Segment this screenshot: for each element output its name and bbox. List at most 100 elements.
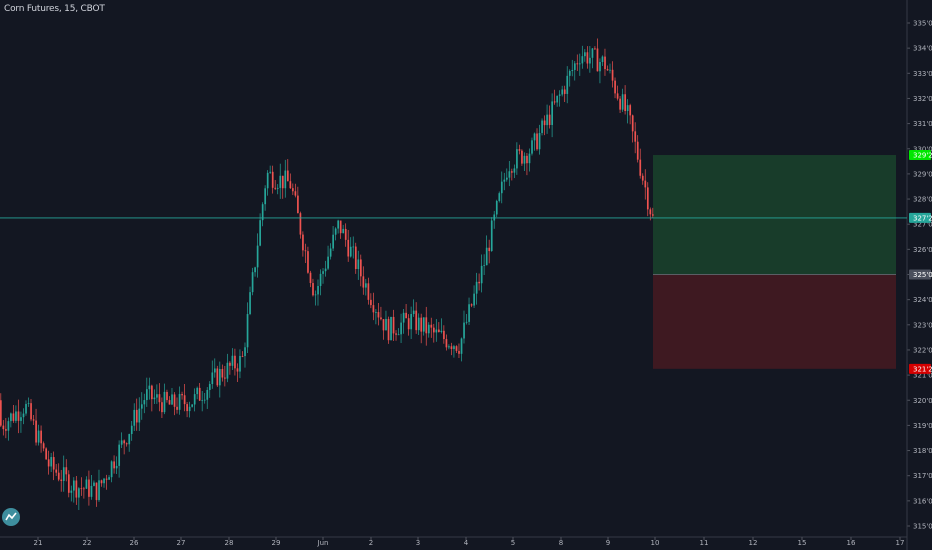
tradingview-logo-icon[interactable] xyxy=(2,508,20,526)
candle-body xyxy=(274,187,277,189)
candle-body xyxy=(480,265,483,284)
x-tick-label: 17 xyxy=(896,539,905,547)
target-price-tag-bg xyxy=(909,150,931,161)
entry-price-tag: 325'0 xyxy=(913,271,932,279)
candle-body xyxy=(140,404,143,409)
candle-body xyxy=(591,48,594,58)
candle-body xyxy=(269,171,272,173)
candle-body xyxy=(599,62,601,72)
candle-body xyxy=(445,339,448,348)
candle-body xyxy=(178,394,181,410)
candle-body xyxy=(478,281,481,284)
candle-body xyxy=(95,482,98,501)
y-tick-label: 334'0 xyxy=(913,45,932,53)
candle-body xyxy=(130,425,133,435)
candle-body xyxy=(166,391,168,401)
x-tick-label: 27 xyxy=(177,539,186,547)
candle-body xyxy=(385,318,387,331)
candle-body xyxy=(161,402,163,413)
candle-body xyxy=(420,317,423,332)
candle-body xyxy=(576,63,579,65)
candle-body xyxy=(571,69,574,71)
candle-body xyxy=(57,472,60,480)
candle-body xyxy=(319,273,322,287)
current-price-tag-bg xyxy=(909,212,931,223)
candle-body xyxy=(460,338,463,354)
candle-body xyxy=(213,368,216,373)
candle-body xyxy=(493,214,496,221)
candle-body xyxy=(523,155,526,164)
candle-body xyxy=(463,322,465,339)
y-tick-label: 316'0 xyxy=(913,497,932,505)
y-tick-label: 333'0 xyxy=(913,70,932,78)
candle-body xyxy=(392,316,395,334)
candle-body xyxy=(40,430,42,444)
candle-body xyxy=(193,394,196,405)
y-tick-label: 315'0 xyxy=(913,523,932,531)
candle-body xyxy=(448,346,450,348)
candle-body xyxy=(614,80,616,94)
candle-body xyxy=(309,272,312,284)
candle-body xyxy=(538,132,541,150)
candle-body xyxy=(604,56,606,70)
candle-body xyxy=(362,276,365,288)
candle-body xyxy=(5,429,7,431)
candle-body xyxy=(45,448,48,460)
candle-body xyxy=(616,93,619,99)
candle-body xyxy=(357,259,360,270)
candle-body xyxy=(611,69,614,81)
candle-body xyxy=(113,461,115,469)
candle-body xyxy=(138,408,141,423)
candle-body xyxy=(601,56,604,63)
candle-body xyxy=(20,417,22,421)
candle-body xyxy=(88,479,90,497)
candle-body xyxy=(531,140,533,154)
candle-body xyxy=(390,316,392,341)
candle-body xyxy=(148,385,151,390)
candle-body xyxy=(526,155,528,164)
y-tick-label: 318'0 xyxy=(913,447,932,455)
candle-body xyxy=(415,310,418,331)
candle-body xyxy=(652,214,654,216)
candle-body xyxy=(435,329,438,333)
candle-body xyxy=(410,313,413,330)
candle-body xyxy=(352,246,355,248)
candle-body xyxy=(284,170,287,189)
candle-body xyxy=(332,234,334,249)
candle-body xyxy=(641,175,644,181)
candle-body xyxy=(27,403,30,404)
candle-body xyxy=(62,467,65,481)
candle-body xyxy=(307,251,309,273)
candle-body xyxy=(281,175,284,189)
candle-body xyxy=(342,228,345,234)
y-tick-label: 332'0 xyxy=(913,95,932,103)
x-tick-label: 10 xyxy=(651,539,660,547)
entry-price-tag-bg xyxy=(909,269,931,280)
candle-body xyxy=(201,400,204,401)
current-price-tag: 327'2 xyxy=(913,214,932,222)
candle-body xyxy=(10,413,12,422)
candle-body xyxy=(553,101,556,103)
candle-body xyxy=(339,220,342,234)
x-tick-label: 5 xyxy=(511,539,515,547)
candle-body xyxy=(198,387,201,401)
candle-body xyxy=(42,443,45,449)
y-tick-label: 321'0 xyxy=(913,372,932,380)
candle-body xyxy=(513,168,516,173)
candle-body xyxy=(375,312,377,313)
candle-body xyxy=(443,330,445,340)
x-tick-label: 11 xyxy=(700,539,709,547)
candle-body xyxy=(314,294,317,296)
candle-body xyxy=(229,362,231,366)
candle-body xyxy=(377,312,380,318)
y-tick-label: 322'0 xyxy=(913,346,932,354)
candle-body xyxy=(548,114,551,125)
candle-body xyxy=(508,171,511,178)
candle-body xyxy=(208,384,211,390)
candle-body xyxy=(636,141,639,160)
candle-body xyxy=(490,220,493,252)
candle-body xyxy=(395,333,397,335)
candle-body xyxy=(327,256,329,269)
y-tick-label: 323'0 xyxy=(913,321,932,329)
